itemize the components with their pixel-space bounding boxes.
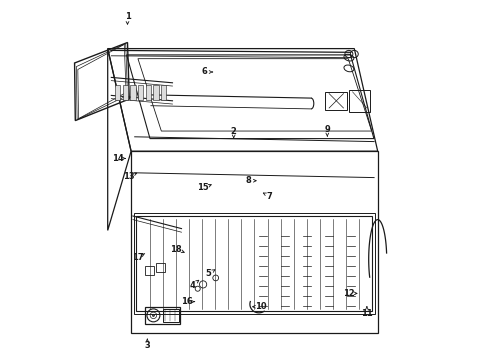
Text: 9: 9 [324, 125, 329, 134]
Text: 17: 17 [132, 253, 144, 262]
Text: 11: 11 [360, 309, 372, 318]
Bar [161, 85, 166, 100]
Bar [138, 85, 143, 100]
Text: 8: 8 [244, 176, 250, 185]
Text: 12: 12 [342, 289, 354, 298]
Circle shape [152, 314, 154, 316]
Text: 16: 16 [181, 297, 192, 306]
Bar [115, 85, 120, 100]
Text: 6: 6 [202, 68, 207, 77]
Text: 4: 4 [189, 281, 195, 289]
Text: 5: 5 [205, 269, 211, 278]
Text: 13: 13 [122, 172, 134, 181]
Bar [145, 85, 151, 100]
Text: 3: 3 [144, 341, 150, 350]
Text: 18: 18 [170, 245, 182, 253]
Text: 7: 7 [266, 192, 272, 201]
Bar [122, 85, 127, 100]
Text: 2: 2 [230, 127, 236, 136]
Text: 15: 15 [197, 184, 208, 192]
Bar [153, 85, 159, 100]
Bar [130, 85, 135, 100]
Text: 1: 1 [124, 12, 130, 21]
Text: 10: 10 [254, 302, 266, 311]
Text: 14: 14 [112, 154, 123, 163]
